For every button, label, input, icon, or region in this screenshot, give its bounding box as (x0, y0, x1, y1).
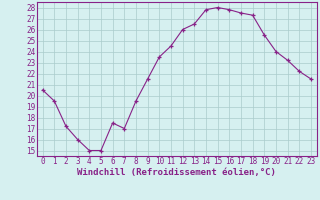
X-axis label: Windchill (Refroidissement éolien,°C): Windchill (Refroidissement éolien,°C) (77, 168, 276, 177)
